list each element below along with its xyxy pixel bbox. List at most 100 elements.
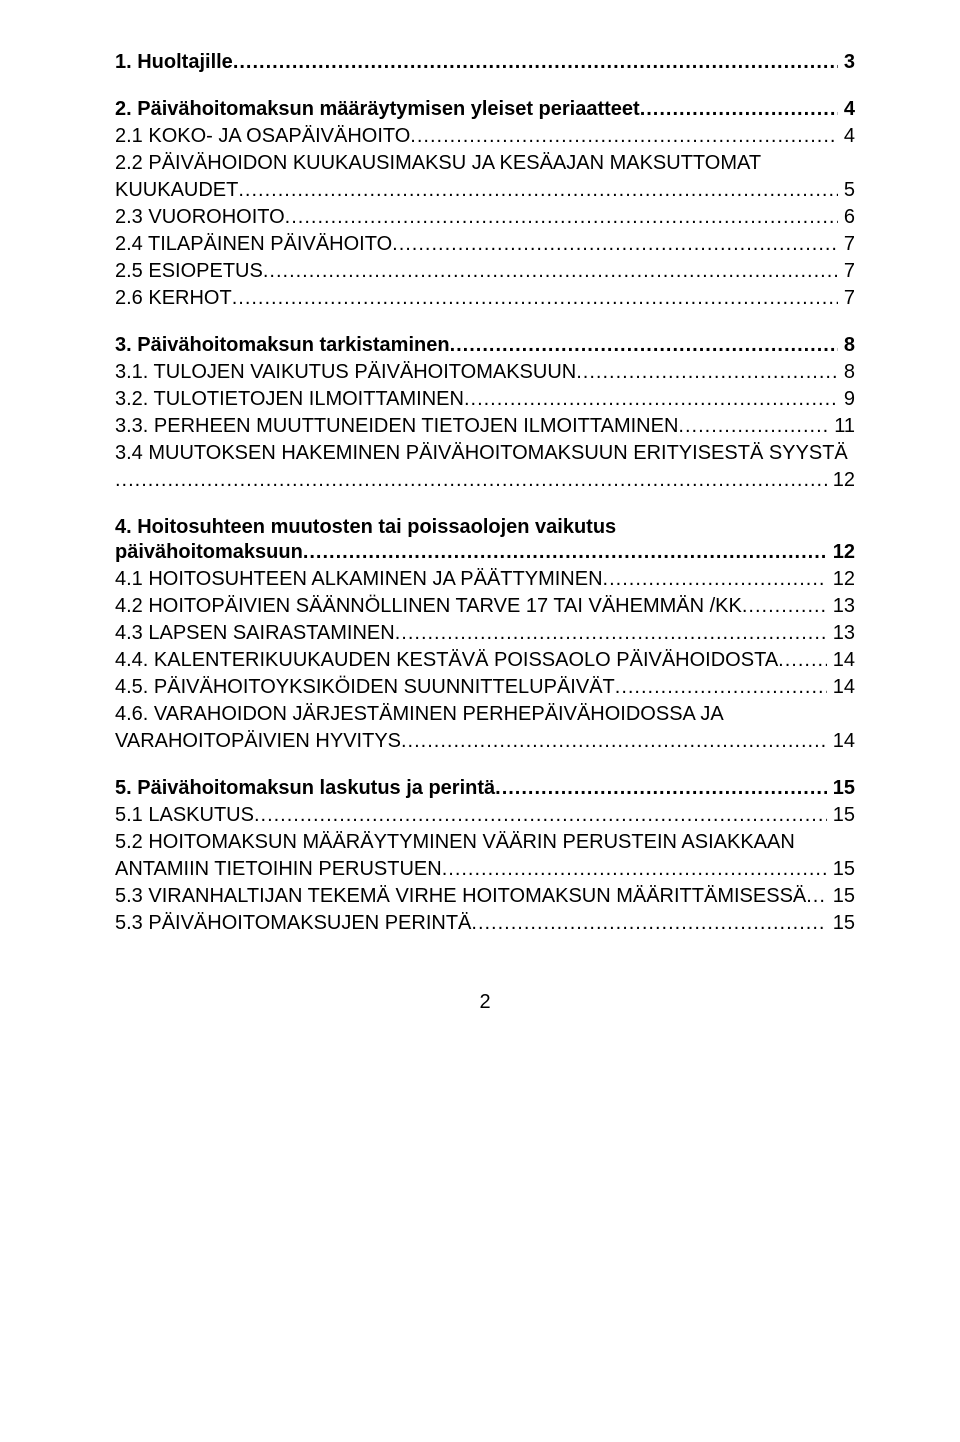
toc-entry-e10-page: 8 [838, 360, 855, 385]
toc-entry-e23: ANTAMIIN TIETOIHIN PERUSTUEN 15 [115, 857, 855, 882]
toc-entry-e25-label: 5.3 PÄIVÄHOITOMAKSUJEN PERINTÄ [115, 911, 471, 936]
toc-entry-e8-page: 7 [838, 286, 855, 311]
toc-entry-e20: VARAHOITOPÄIVIEN HYVITYS 14 [115, 729, 855, 754]
toc-entry-e7-label: 2.5 ESIOPETUS [115, 259, 263, 284]
toc-leader [678, 414, 828, 439]
toc-entry-e2-page: 4 [838, 97, 855, 122]
toc-entry-e12-page: 11 [828, 414, 855, 439]
toc-entry-e20-page: 14 [827, 729, 855, 754]
toc-entry-e8-label: 2.6 KERHOT [115, 286, 232, 311]
toc-entry-e16: 4.2 HOITOPÄIVIEN SÄÄNNÖLLINEN TARVE 17 T… [115, 594, 855, 619]
toc-entry-e5-label: 2.3 VUOROHOITO [115, 205, 285, 230]
toc-entry-e11-page: 9 [838, 387, 855, 412]
toc-entry-e4-label: KUUKAUDET [115, 178, 238, 203]
toc-entry-e17-page: 13 [827, 621, 855, 646]
toc-entry-e15-label: 4.1 HOITOSUHTEEN ALKAMINEN JA PÄÄTTYMINE… [115, 567, 603, 592]
toc-leader [401, 729, 827, 754]
toc-leader [285, 205, 838, 230]
toc-leader [464, 387, 838, 412]
toc-entry-e12-label: 3.3. PERHEEN MUUTTUNEIDEN TIETOJEN ILMOI… [115, 414, 678, 439]
toc-leader [442, 857, 827, 882]
toc-entry-e3: 2.1 KOKO- JA OSAPÄIVÄHOITO 4 [115, 124, 855, 149]
toc-entry-e13: 12 [115, 468, 855, 493]
toc-entry-e25: 5.3 PÄIVÄHOITOMAKSUJEN PERINTÄ 15 [115, 911, 855, 936]
toc-entry-e16-page: 13 [827, 594, 855, 619]
toc-entry-e19-label: 4.5. PÄIVÄHOITOYKSIKÖIDEN SUUNNITTELUPÄI… [115, 675, 615, 700]
toc-entry-e1-page: 3 [838, 50, 855, 75]
toc-leader [495, 776, 827, 801]
toc-entry-e17-label: 4.3 LAPSEN SAIRASTAMINEN [115, 621, 395, 646]
toc-entry-e9: 3. Päivähoitomaksun tarkistaminen 8 [115, 333, 855, 358]
toc-entry-e23-page: 15 [827, 857, 855, 882]
toc-entry-e2-label: 2. Päivähoitomaksun määräytymisen yleise… [115, 97, 640, 122]
toc-entry-e14: päivähoitomaksuun 12 [115, 540, 855, 565]
toc-leader [603, 567, 827, 592]
toc-leader [806, 884, 827, 909]
toc-entry-e15: 4.1 HOITOSUHTEEN ALKAMINEN JA PÄÄTTYMINE… [115, 567, 855, 592]
toc-entry-e18: 4.4. KALENTERIKUUKAUDEN KESTÄVÄ POISSAOL… [115, 648, 855, 673]
toc-entry-e6-label: 2.4 TILAPÄINEN PÄIVÄHOITO [115, 232, 392, 257]
toc-entry-e10-label: 3.1. TULOJEN VAIKUTUS PÄIVÄHOITOMAKSUUN [115, 360, 576, 385]
toc-entry-e20-label: VARAHOITOPÄIVIEN HYVITYS [115, 729, 401, 754]
toc-leader [778, 648, 827, 673]
toc-entry-e1-label: 1. Huoltajille [115, 50, 233, 75]
toc-leader [392, 232, 838, 257]
toc-entry-e11: 3.2. TULOTIETOJEN ILMOITTAMINEN 9 [115, 387, 855, 412]
toc-entry-e8: 2.6 KERHOT 7 [115, 286, 855, 311]
toc-entry-e19-page: 14 [827, 675, 855, 700]
toc-leader [233, 50, 838, 75]
toc-entry-e21-page: 15 [827, 776, 855, 801]
toc-entry-e20-line1: 4.6. VARAHOIDON JÄRJESTÄMINEN PERHEPÄIVÄ… [115, 702, 855, 727]
toc-entry-e16-label: 4.2 HOITOPÄIVIEN SÄÄNNÖLLINEN TARVE 17 T… [115, 594, 742, 619]
toc-entry-e9-label: 3. Päivähoitomaksun tarkistaminen [115, 333, 450, 358]
toc-entry-e3-page: 4 [838, 124, 855, 149]
toc-entry-e18-page: 14 [827, 648, 855, 673]
toc-entry-e11-label: 3.2. TULOTIETOJEN ILMOITTAMINEN [115, 387, 464, 412]
toc-entry-e5-page: 6 [838, 205, 855, 230]
toc-leader [115, 468, 827, 493]
toc-entry-e7-page: 7 [838, 259, 855, 284]
toc-entry-e25-page: 15 [827, 911, 855, 936]
toc-entry-e7: 2.5 ESIOPETUS 7 [115, 259, 855, 284]
toc-entry-e22-page: 15 [827, 803, 855, 828]
toc-entry-e13-line1: 3.4 MUUTOKSEN HAKEMINEN PÄIVÄHOITOMAKSUU… [115, 441, 855, 466]
toc-entry-e3-label: 2.1 KOKO- JA OSAPÄIVÄHOITO [115, 124, 410, 149]
toc-entry-e14-label: päivähoitomaksuun [115, 540, 303, 565]
toc-leader [254, 803, 827, 828]
toc-entry-e10: 3.1. TULOJEN VAIKUTUS PÄIVÄHOITOMAKSUUN … [115, 360, 855, 385]
toc-entry-e15-page: 12 [827, 567, 855, 592]
toc-leader [395, 621, 827, 646]
toc-entry-e4-page: 5 [838, 178, 855, 203]
toc-leader [263, 259, 838, 284]
toc-entry-e22-label: 5.1 LASKUTUS [115, 803, 254, 828]
toc-leader [471, 911, 826, 936]
toc-entry-e24-page: 15 [827, 884, 855, 909]
toc-entry-e6: 2.4 TILAPÄINEN PÄIVÄHOITO 7 [115, 232, 855, 257]
table-of-contents: 1. Huoltajille 3 2. Päivähoitomaksun määr… [115, 50, 855, 936]
toc-leader [615, 675, 827, 700]
toc-leader [238, 178, 838, 203]
toc-entry-e5: 2.3 VUOROHOITO 6 [115, 205, 855, 230]
toc-entry-e6-page: 7 [838, 232, 855, 257]
toc-leader [410, 124, 838, 149]
toc-entry-e23-line1: 5.2 HOITOMAKSUN MÄÄRÄYTYMINEN VÄÄRIN PER… [115, 830, 855, 855]
toc-leader [232, 286, 838, 311]
toc-leader [303, 540, 827, 565]
toc-entry-e14-page: 12 [827, 540, 855, 565]
toc-leader [742, 594, 827, 619]
toc-entry-e1: 1. Huoltajille 3 [115, 50, 855, 75]
toc-leader [450, 333, 838, 358]
toc-entry-e21: 5. Päivähoitomaksun laskutus ja perintä … [115, 776, 855, 801]
toc-leader [576, 360, 838, 385]
toc-entry-e22: 5.1 LASKUTUS 15 [115, 803, 855, 828]
toc-entry-e4-line1: 2.2 PÄIVÄHOIDON KUUKAUSIMAKSU JA KESÄAJA… [115, 151, 855, 176]
toc-entry-e21-label: 5. Päivähoitomaksun laskutus ja perintä [115, 776, 495, 801]
toc-entry-e18-label: 4.4. KALENTERIKUUKAUDEN KESTÄVÄ POISSAOL… [115, 648, 778, 673]
toc-entry-e17: 4.3 LAPSEN SAIRASTAMINEN 13 [115, 621, 855, 646]
toc-entry-e19: 4.5. PÄIVÄHOITOYKSIKÖIDEN SUUNNITTELUPÄI… [115, 675, 855, 700]
toc-entry-e24-label: 5.3 VIRANHALTIJAN TEKEMÄ VIRHE HOITOMAKS… [115, 884, 806, 909]
page-number: 2 [115, 991, 855, 1014]
toc-entry-e23-label: ANTAMIIN TIETOIHIN PERUSTUEN [115, 857, 442, 882]
toc-entry-e12: 3.3. PERHEEN MUUTTUNEIDEN TIETOJEN ILMOI… [115, 414, 855, 439]
toc-entry-e24: 5.3 VIRANHALTIJAN TEKEMÄ VIRHE HOITOMAKS… [115, 884, 855, 909]
